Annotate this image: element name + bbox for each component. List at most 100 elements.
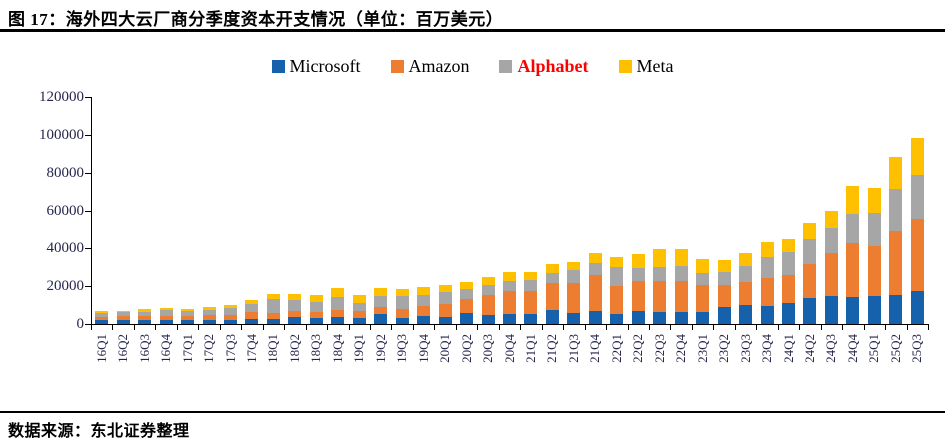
segment-alphabet-24Q4 — [846, 214, 860, 243]
y-axis-label: 40000 — [46, 240, 85, 257]
segment-meta-17Q2 — [202, 307, 216, 310]
bar-18Q1 — [266, 293, 280, 324]
segment-alphabet-22Q2 — [631, 268, 645, 282]
segment-microsoft-24Q1 — [782, 303, 795, 324]
segment-meta-16Q2 — [116, 310, 130, 313]
segment-amazon-23Q4 — [760, 278, 774, 306]
x-axis-label-24Q2: 24Q2 — [801, 334, 817, 363]
segment-alphabet-18Q1 — [266, 298, 280, 313]
x-axis-tick — [563, 325, 565, 330]
x-axis-tick — [820, 325, 822, 330]
x-axis-label-19Q3: 19Q3 — [394, 334, 410, 363]
bar-23Q4 — [760, 242, 774, 324]
segment-meta-16Q3 — [138, 309, 152, 312]
y-axis-tick — [85, 134, 91, 136]
x-axis-label-22Q1: 22Q1 — [608, 334, 624, 363]
segment-microsoft-19Q1 — [352, 317, 366, 324]
segment-alphabet-18Q3 — [309, 301, 323, 312]
segment-meta-20Q2 — [460, 282, 474, 289]
figure-title: 图 17：海外四大云厂商分季度资本开支情况（单位：百万美元） — [8, 10, 504, 29]
segment-microsoft-18Q3 — [309, 317, 323, 324]
segment-alphabet-19Q1 — [352, 302, 366, 312]
bar-19Q3 — [395, 289, 409, 324]
bar-23Q2 — [717, 260, 731, 324]
segment-meta-17Q1 — [181, 308, 195, 312]
x-axis-tick — [842, 325, 844, 330]
x-axis-tick — [262, 325, 264, 330]
x-axis-label-22Q3: 22Q3 — [651, 334, 667, 363]
segment-amazon-25Q3 — [910, 218, 924, 291]
segment-alphabet-19Q3 — [395, 296, 409, 309]
x-axis-label-23Q1: 23Q1 — [694, 334, 710, 363]
y-axis-line — [91, 97, 92, 325]
segment-amazon-24Q3 — [824, 253, 838, 296]
segment-amazon-16Q3 — [138, 316, 152, 321]
bar-22Q2 — [631, 253, 645, 324]
x-axis-label-17Q2: 17Q2 — [201, 334, 217, 363]
bar-19Q1 — [352, 295, 366, 324]
x-axis-label-17Q1: 17Q1 — [179, 334, 195, 363]
segment-alphabet-18Q4 — [331, 296, 345, 311]
segment-microsoft-22Q4 — [674, 312, 688, 324]
x-axis-tick — [370, 325, 371, 330]
segment-alphabet-20Q2 — [460, 288, 474, 299]
bar-23Q1 — [696, 259, 710, 324]
x-axis-tick — [541, 325, 543, 330]
segment-alphabet-24Q2 — [803, 239, 817, 265]
segment-meta-19Q2 — [374, 288, 388, 296]
x-axis-tick — [756, 325, 758, 330]
x-axis-tick — [434, 325, 436, 330]
legend-item-microsoft: Microsoft — [271, 57, 361, 75]
bar-18Q2 — [288, 293, 302, 324]
segment-alphabet-25Q3 — [910, 175, 924, 219]
segment-microsoft-24Q2 — [803, 297, 817, 324]
x-axis-tick — [133, 325, 135, 330]
segment-amazon-16Q1 — [95, 317, 109, 320]
segment-alphabet-21Q3 — [567, 270, 581, 284]
segment-microsoft-23Q3 — [739, 305, 753, 324]
x-axis-tick — [606, 325, 608, 330]
x-axis-tick — [863, 325, 865, 330]
segment-meta-17Q3 — [224, 304, 237, 309]
legend-label-meta: Meta — [636, 56, 674, 76]
x-axis-label-21Q3: 21Q3 — [565, 334, 581, 363]
x-axis-label-18Q2: 18Q2 — [286, 334, 302, 363]
x-axis-tick — [885, 325, 887, 330]
x-axis-tick — [713, 325, 715, 330]
segment-amazon-17Q1 — [181, 315, 195, 321]
x-axis-tick — [176, 325, 178, 330]
x-axis-tick — [520, 325, 522, 330]
segment-microsoft-20Q1 — [438, 316, 452, 324]
segment-amazon-20Q2 — [460, 298, 474, 314]
segment-microsoft-25Q1 — [867, 295, 881, 324]
segment-alphabet-25Q2 — [889, 188, 903, 232]
segment-meta-17Q4 — [245, 299, 259, 305]
segment-microsoft-18Q4 — [331, 317, 345, 324]
segment-meta-22Q3 — [653, 249, 667, 268]
y-axis-tick — [85, 286, 91, 288]
segment-microsoft-25Q2 — [889, 294, 903, 324]
x-axis-label-25Q3: 25Q3 — [909, 334, 925, 363]
bar-24Q1 — [782, 239, 795, 324]
x-axis-label-20Q2: 20Q2 — [458, 334, 474, 363]
legend-label-amazon: Amazon — [408, 56, 470, 76]
segment-meta-23Q2 — [717, 260, 731, 273]
x-axis-tick — [455, 325, 457, 330]
bar-16Q1 — [95, 310, 109, 324]
segment-microsoft-19Q4 — [417, 315, 431, 324]
bar-25Q1 — [867, 188, 881, 324]
x-axis-label-24Q3: 24Q3 — [823, 334, 839, 363]
segment-meta-21Q4 — [588, 252, 602, 263]
segment-meta-24Q3 — [824, 210, 838, 229]
segment-microsoft-18Q1 — [266, 318, 280, 324]
segment-alphabet-25Q1 — [867, 213, 881, 247]
x-axis-label-19Q2: 19Q2 — [372, 334, 388, 363]
segment-amazon-19Q4 — [417, 306, 431, 316]
y-axis-tick — [85, 210, 91, 212]
y-axis-label: 60000 — [46, 202, 85, 219]
legend-item-alphabet: Alphabet — [499, 57, 589, 75]
title-divider — [0, 29, 945, 32]
x-axis-tick — [155, 325, 157, 330]
segment-amazon-23Q2 — [717, 285, 731, 308]
bar-16Q4 — [159, 307, 173, 324]
